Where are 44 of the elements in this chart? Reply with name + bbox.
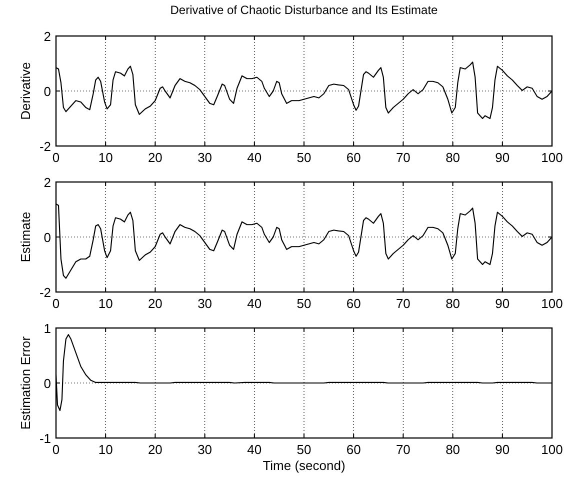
x-tick-label: 10 [98, 150, 113, 165]
x-tick-label: 30 [198, 296, 212, 311]
x-tick-label: 60 [346, 150, 361, 165]
x-tick-label: 10 [98, 442, 113, 457]
x-tick-label: 50 [296, 442, 312, 457]
y-tick-label: 0 [44, 230, 51, 245]
x-tick-label: 80 [446, 442, 460, 457]
x-axis-title: Time (second) [262, 458, 346, 473]
x-tick-label: 30 [198, 150, 212, 165]
x-tick-label: 40 [247, 150, 262, 165]
x-tick-label: 100 [541, 150, 563, 165]
chart-title: Derivative of Chaotic Disturbance and Its Estimate [170, 3, 438, 17]
y-axis-title: Estimate [18, 212, 33, 262]
x-tick-label: 60 [346, 296, 361, 311]
x-tick-label: 50 [296, 150, 312, 165]
x-tick-label: 70 [396, 150, 410, 165]
y-tick-label: -1 [39, 431, 51, 446]
y-tick-label: -2 [39, 139, 51, 154]
x-tick-label: 70 [396, 296, 410, 311]
y-axis-title: Estimation Error [18, 336, 33, 430]
x-tick-label: 80 [446, 296, 460, 311]
y-tick-label: 2 [44, 29, 51, 44]
x-tick-label: 20 [148, 442, 162, 457]
x-tick-label: 60 [346, 442, 361, 457]
x-tick-label: 90 [495, 296, 510, 311]
x-tick-label: 100 [541, 442, 563, 457]
x-tick-label: 10 [98, 296, 113, 311]
y-tick-label: 0 [44, 84, 51, 99]
x-tick-label: 70 [396, 442, 410, 457]
y-tick-label: 2 [44, 175, 51, 190]
y-tick-label: 1 [44, 321, 51, 336]
x-tick-label: 40 [247, 296, 262, 311]
x-tick-label: 20 [148, 150, 162, 165]
y-tick-label: 0 [44, 376, 51, 391]
x-tick-label: 50 [296, 296, 312, 311]
y-tick-label: -2 [39, 285, 51, 300]
x-tick-label: 40 [247, 442, 262, 457]
x-tick-label: 90 [495, 442, 510, 457]
x-tick-label: 90 [495, 150, 510, 165]
x-tick-label: 80 [446, 150, 460, 165]
y-axis-title: Derivative [18, 62, 33, 120]
x-tick-label: 20 [148, 296, 162, 311]
x-tick-label: 30 [198, 442, 212, 457]
x-tick-label: 100 [541, 296, 563, 311]
